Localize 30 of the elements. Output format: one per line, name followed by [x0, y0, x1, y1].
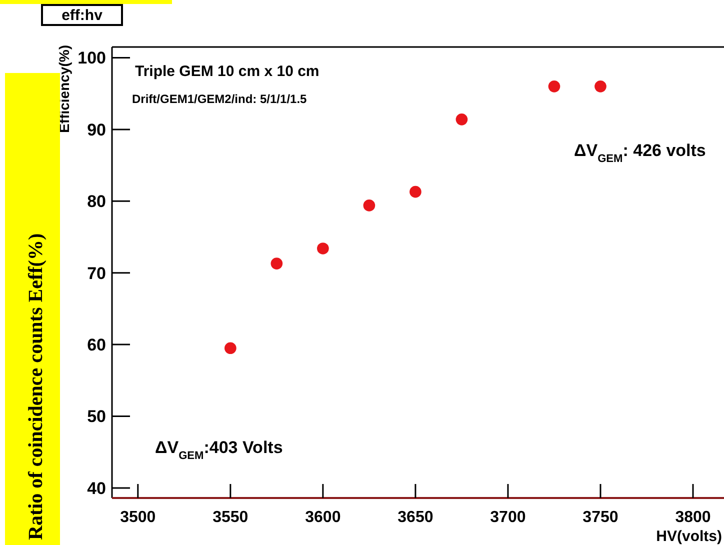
y-tick-label: 80 [87, 192, 106, 212]
text: Ratio of coincidence counts Eeff(%) [25, 233, 47, 540]
point [224, 342, 236, 354]
y-axis-title: Efficiency(%) [56, 45, 72, 133]
x-tick-label: 3600 [305, 509, 341, 526]
x-tick-label: 3650 [398, 509, 434, 526]
x-axis-title: HV(volts) [656, 528, 722, 545]
y-tick-label: 60 [87, 336, 106, 355]
x-tick-label: 3500 [120, 509, 156, 526]
point [594, 80, 606, 92]
x-tick-label: 3800 [675, 509, 711, 526]
point [410, 186, 422, 198]
y-tick-label: 70 [87, 264, 106, 283]
x-tick-label: 3550 [212, 509, 248, 526]
chart-title: eff:hv [62, 7, 104, 24]
y-tick-label: 100 [78, 48, 106, 68]
annotation: ΔV$_{GEM}$: 426 volts [574, 141, 706, 165]
annotation: Drift/GEM1/GEM2/ind: 5/1/1/1.5 [132, 92, 308, 106]
point [270, 258, 283, 270]
y-tick-label: 90 [87, 120, 106, 140]
point [456, 114, 468, 126]
annotation: ΔV$_{GEM}$:403 Volts [155, 438, 283, 462]
x-tick-label: 3700 [490, 509, 526, 526]
point [317, 242, 329, 254]
x-tick-label: 3750 [582, 509, 618, 526]
annotation: Triple GEM 10 cm x 10 cm [135, 63, 320, 80]
point [548, 80, 560, 92]
y-tick-label: 50 [87, 407, 106, 426]
point [363, 200, 376, 212]
y-tick-label: 40 [87, 478, 106, 498]
